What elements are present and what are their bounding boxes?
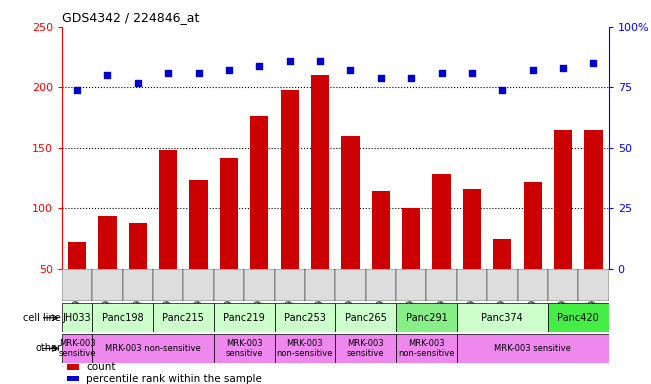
- Bar: [92, 334, 214, 363]
- Bar: [214, 303, 275, 332]
- Bar: [548, 303, 609, 332]
- Point: [345, 67, 355, 73]
- Bar: [62, 334, 92, 363]
- Point: [527, 67, 538, 73]
- Bar: [244, 269, 275, 301]
- Bar: [184, 269, 214, 301]
- Bar: [396, 269, 426, 301]
- Bar: [493, 238, 512, 329]
- Bar: [432, 174, 450, 329]
- Bar: [275, 269, 305, 301]
- Bar: [578, 269, 609, 301]
- Text: JH033: JH033: [62, 313, 91, 323]
- Bar: [585, 130, 603, 329]
- Bar: [396, 303, 457, 332]
- Bar: [366, 269, 396, 301]
- Point: [254, 63, 264, 69]
- Text: MRK-003
sensitive: MRK-003 sensitive: [225, 339, 263, 358]
- Text: MRK-003 sensitive: MRK-003 sensitive: [494, 344, 571, 353]
- Bar: [68, 242, 86, 329]
- Text: Panc198: Panc198: [102, 313, 143, 323]
- Point: [406, 74, 417, 81]
- Bar: [548, 269, 578, 301]
- Text: Panc219: Panc219: [223, 313, 265, 323]
- Text: Panc420: Panc420: [557, 313, 599, 323]
- Bar: [523, 182, 542, 329]
- Bar: [426, 269, 457, 301]
- Text: MRK-003
sensitive: MRK-003 sensitive: [347, 339, 385, 358]
- Point: [133, 79, 143, 86]
- Point: [436, 70, 447, 76]
- Point: [497, 87, 508, 93]
- Bar: [305, 269, 335, 301]
- Point: [224, 67, 234, 73]
- Text: MRK-003
non-sensitive: MRK-003 non-sensitive: [398, 339, 454, 358]
- Bar: [92, 303, 153, 332]
- Bar: [220, 157, 238, 329]
- Bar: [372, 191, 390, 329]
- Text: Panc374: Panc374: [482, 313, 523, 323]
- Bar: [92, 269, 122, 301]
- Text: other: other: [35, 343, 61, 354]
- Bar: [153, 303, 214, 332]
- Bar: [311, 75, 329, 329]
- Bar: [62, 303, 92, 332]
- Bar: [62, 269, 92, 301]
- Bar: [518, 269, 548, 301]
- Bar: [189, 180, 208, 329]
- Bar: [281, 90, 299, 329]
- Text: Panc253: Panc253: [284, 313, 326, 323]
- Bar: [129, 223, 147, 329]
- Bar: [250, 116, 268, 329]
- Bar: [67, 364, 79, 370]
- Point: [163, 70, 173, 76]
- Point: [589, 60, 599, 66]
- Point: [558, 65, 568, 71]
- Text: Panc265: Panc265: [345, 313, 387, 323]
- Bar: [275, 303, 335, 332]
- Text: count: count: [87, 362, 116, 372]
- Bar: [463, 189, 481, 329]
- Bar: [214, 334, 275, 363]
- Text: Panc291: Panc291: [406, 313, 447, 323]
- Bar: [554, 130, 572, 329]
- Text: MRK-003
non-sensitive: MRK-003 non-sensitive: [277, 339, 333, 358]
- Point: [72, 87, 82, 93]
- Point: [102, 72, 113, 78]
- Bar: [457, 269, 487, 301]
- Bar: [67, 376, 79, 381]
- Text: Panc215: Panc215: [163, 313, 204, 323]
- Bar: [335, 303, 396, 332]
- Text: GDS4342 / 224846_at: GDS4342 / 224846_at: [62, 11, 199, 24]
- Bar: [214, 269, 244, 301]
- Text: MRK-003
sensitive: MRK-003 sensitive: [58, 339, 96, 358]
- Bar: [457, 303, 548, 332]
- Bar: [275, 334, 335, 363]
- Text: MRK-003 non-sensitive: MRK-003 non-sensitive: [105, 344, 201, 353]
- Bar: [98, 215, 117, 329]
- Bar: [487, 269, 518, 301]
- Bar: [341, 136, 359, 329]
- Bar: [396, 334, 457, 363]
- Bar: [402, 209, 421, 329]
- Bar: [335, 269, 366, 301]
- Bar: [122, 269, 153, 301]
- Point: [376, 74, 386, 81]
- Text: cell line: cell line: [23, 313, 61, 323]
- Point: [467, 70, 477, 76]
- Bar: [335, 334, 396, 363]
- Text: percentile rank within the sample: percentile rank within the sample: [87, 374, 262, 384]
- Point: [315, 58, 326, 64]
- Bar: [457, 334, 609, 363]
- Bar: [159, 150, 177, 329]
- Bar: [153, 269, 184, 301]
- Point: [193, 70, 204, 76]
- Point: [284, 58, 295, 64]
